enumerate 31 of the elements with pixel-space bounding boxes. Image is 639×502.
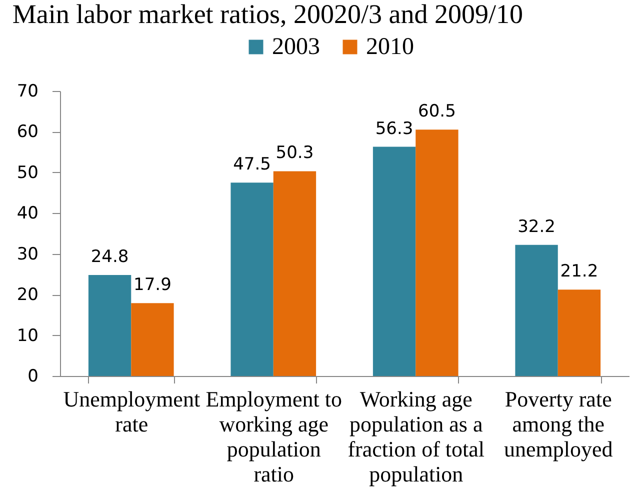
data-label: 60.5 [418,102,456,122]
y-tick-label: 70 [16,82,38,102]
bar [416,130,458,376]
x-tick-label: Poverty rate among the unemployed [504,386,613,462]
legend-label: 2010 [366,34,414,60]
x-tick-label: Unemployment rate [63,386,200,436]
bar [273,171,316,376]
x-tick-label: Working age population as a fraction of total population [348,386,485,486]
data-label: 47.5 [233,154,271,175]
data-label: 24.8 [90,247,129,268]
y-tick-label: 10 [16,326,38,346]
data-label: 32.2 [518,216,556,237]
y-tick-label: 60 [16,122,38,142]
data-label: 17.9 [134,275,172,296]
bar [558,290,601,376]
y-tick-label: 30 [16,244,38,264]
bar [515,244,558,376]
bar [131,303,174,376]
data-label: 56.3 [375,118,414,139]
chart-title: Main labor market ratios, 20020/3 and 2009/10 [12,0,524,29]
bar [88,275,132,376]
data-label: 50.3 [276,143,314,164]
legend-label: 2003 [272,34,320,60]
y-tick-label: 50 [16,162,38,183]
y-tick-label: 40 [16,204,38,224]
x-tick-label: Employment to working age population ratio [206,386,342,486]
bar [372,146,416,376]
data-label: 21.2 [560,262,598,282]
y-tick-label: 20 [16,285,38,306]
y-tick-label: 0 [28,366,38,386]
bar [230,182,274,376]
